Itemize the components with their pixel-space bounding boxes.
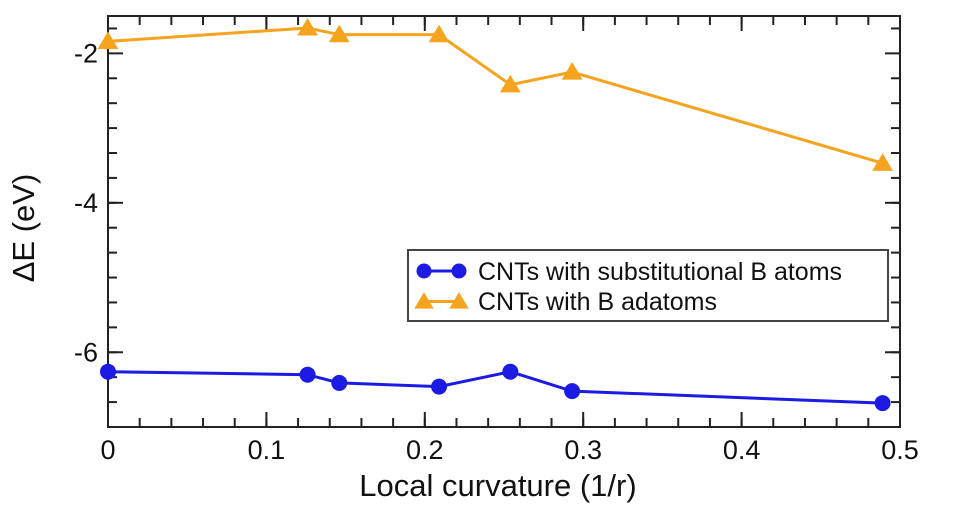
data-point-circle	[451, 263, 467, 279]
data-point-circle	[874, 395, 891, 412]
data-point-circle	[431, 378, 448, 395]
data-point-triangle	[328, 24, 350, 43]
legend: CNTs with substitutional B atoms CNTs wi…	[407, 249, 889, 322]
series-adatoms	[97, 17, 893, 171]
plot-frame	[107, 15, 901, 428]
data-point-triangle	[97, 31, 119, 50]
x-tick-label: 0.3	[564, 435, 602, 465]
x-tick-label: 0.5	[881, 435, 919, 465]
plot-dynamic-layer: 0 0.1 0.2 0.3 0.4 0.5 -2 -4 -6	[74, 15, 919, 465]
x-tick-label: 0.2	[406, 435, 444, 465]
data-point-triangle	[297, 17, 318, 36]
series-substitutional	[100, 363, 891, 412]
data-point-circle	[502, 363, 519, 380]
data-point-triangle	[499, 74, 521, 93]
data-point-circle	[299, 366, 316, 383]
legend-box	[407, 249, 889, 322]
data-point-circle	[100, 363, 116, 380]
x-tick-label: 0.1	[248, 435, 286, 465]
data-point-triangle	[449, 292, 469, 309]
legend-samples	[414, 263, 469, 309]
data-point-triangle	[561, 62, 583, 80]
data-point-triangle	[872, 153, 893, 171]
data-point-triangle	[428, 24, 450, 43]
data-point-triangle	[414, 292, 434, 309]
data-point-circle	[416, 263, 432, 279]
x-axis-title: Local curvature (1/r)	[359, 468, 636, 503]
y-tick-label: -6	[74, 337, 98, 367]
series-line	[107, 370, 883, 405]
x-tick-label: 0	[100, 435, 115, 465]
legend-label-substitutional: CNTs with substitutional B atoms	[478, 258, 842, 286]
y-tick-label: -4	[74, 188, 98, 218]
data-point-circle	[564, 383, 581, 400]
data-point-circle	[331, 374, 348, 391]
legend-label-adatoms: CNTs with B adatoms	[478, 288, 717, 316]
y-axis-title: ΔE (eV)	[6, 174, 41, 283]
series-line	[107, 26, 883, 165]
y-tick-label: -2	[74, 38, 98, 68]
x-tick-label: 0.4	[723, 435, 761, 465]
